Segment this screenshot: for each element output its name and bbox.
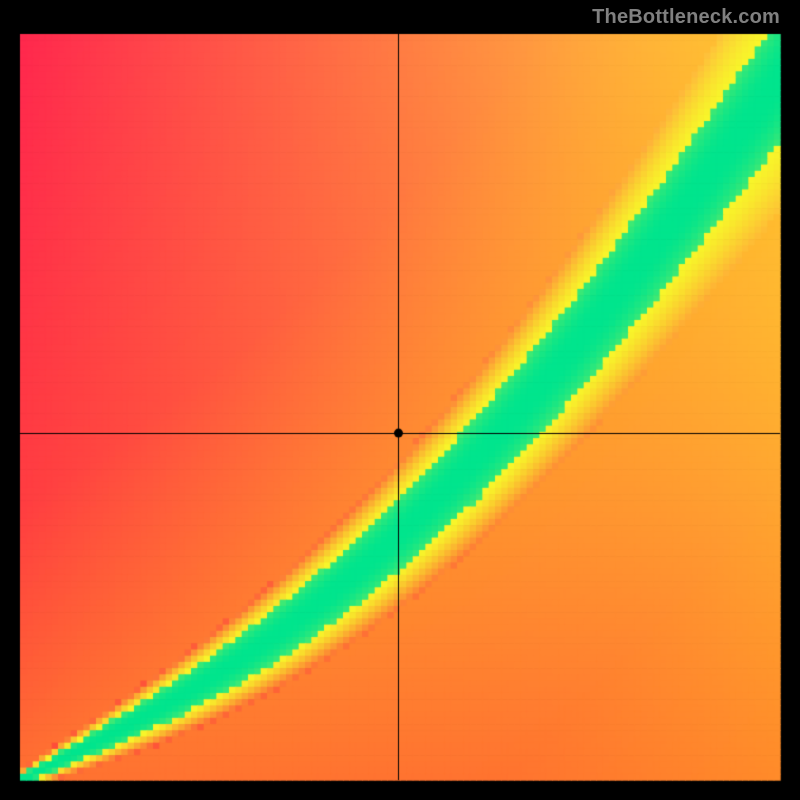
watermark-text: TheBottleneck.com [592, 6, 780, 29]
bottleneck-heatmap [0, 0, 800, 800]
